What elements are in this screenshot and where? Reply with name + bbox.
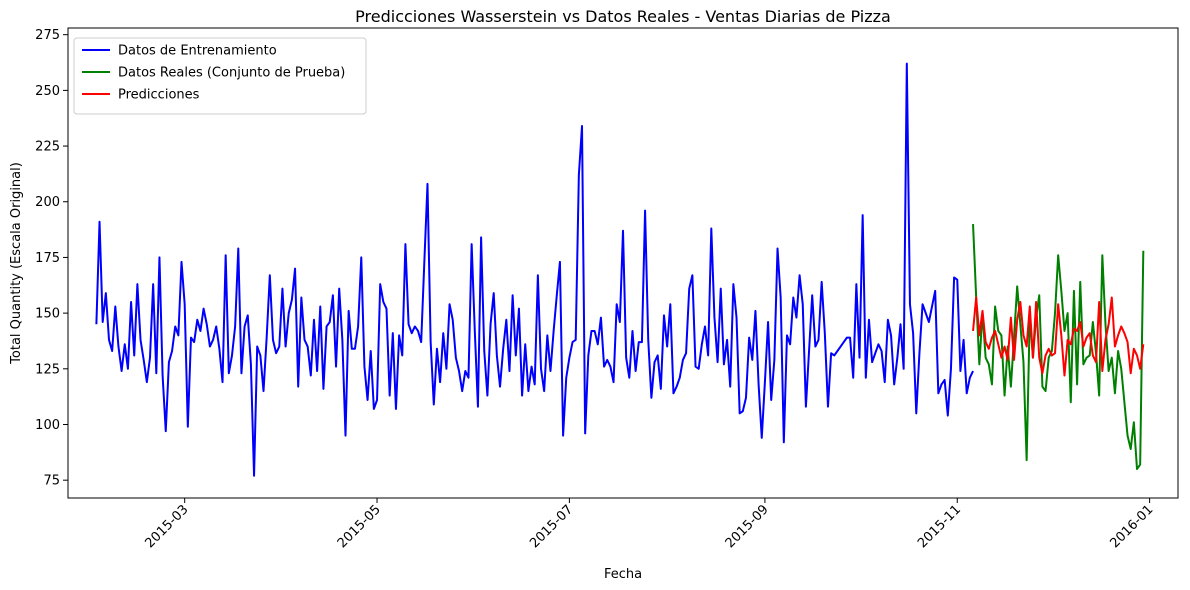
y-tick-label-2: 125 [35, 362, 60, 377]
legend: Datos de Entrenamiento Datos Reales (Conj… [73, 37, 367, 115]
y-tick-label-1: 100 [35, 418, 60, 433]
y-tick-label-8: 275 [35, 28, 60, 43]
y-axis: 75 100 125 150 175 200 225 250 275 [35, 28, 68, 489]
plot-lines [95, 62, 1145, 477]
series-line-0 [95, 62, 974, 477]
chart-title: Predicciones Wasserstein vs Datos Reales… [355, 7, 891, 26]
series-line-2 [972, 296, 1145, 377]
legend-label-2: Predicciones [118, 88, 200, 103]
y-tick-label-3: 150 [35, 307, 60, 322]
y-axis-label: Total Quantity (Escala Original) [9, 162, 24, 365]
series-line-1 [972, 223, 1145, 471]
plot-frame [67, 27, 1179, 499]
y-tick-label-0: 75 [43, 474, 60, 489]
y-tick-label-5: 200 [35, 195, 60, 210]
y-tick-label-7: 250 [35, 84, 60, 99]
x-axis-label: Fecha [604, 567, 642, 582]
y-tick-label-6: 225 [35, 140, 60, 155]
legend-box [73, 37, 367, 115]
legend-label-1: Datos Reales (Conjunto de Prueba) [118, 66, 345, 81]
y-tick-label-4: 175 [35, 251, 60, 266]
legend-label-0: Datos de Entrenamiento [118, 44, 277, 59]
